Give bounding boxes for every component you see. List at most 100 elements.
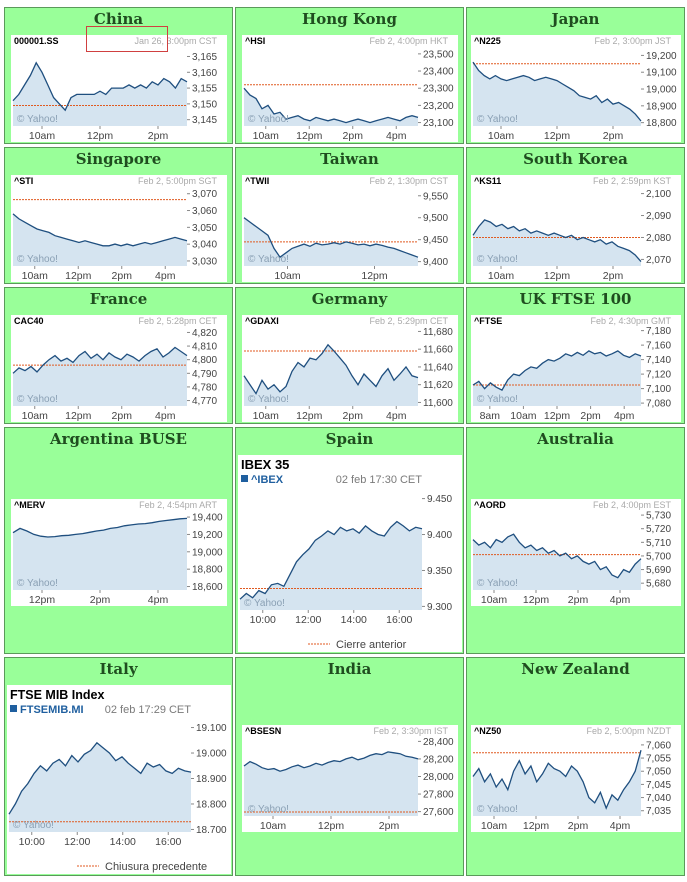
- y-tick-label: 3,040: [192, 240, 217, 251]
- data-point: [507, 228, 508, 229]
- series-area: [473, 350, 641, 406]
- yahoo-watermark: © Yahoo!: [17, 394, 58, 405]
- data-point: [165, 770, 166, 771]
- data-point: [513, 226, 514, 227]
- data-point: [600, 352, 601, 353]
- data-point: [180, 351, 181, 352]
- chart-index-name: FTSE MIB Index: [10, 688, 105, 702]
- spain-chart[interactable]: IBEX 35 ^IBEX 02 feb 17:30 CET Cierre anter…: [238, 455, 462, 652]
- hong-kong-chart[interactable]: ^HSI Feb 2, 4:00pm HKT 23,500 23,400 23,300 2…: [242, 35, 458, 142]
- series-line: [472, 219, 642, 263]
- series-line: [472, 350, 642, 391]
- data-point: [267, 769, 268, 770]
- data-point: [339, 244, 340, 245]
- data-point: [417, 257, 418, 258]
- data-point: [102, 359, 103, 360]
- data-point: [327, 344, 328, 345]
- data-point: [333, 119, 334, 120]
- legend-swatch: [241, 475, 248, 482]
- new-zealand-chart[interactable]: ^NZ50 Feb 2, 5:00pm NZDT 7,060 7,055 7,050 7,…: [471, 725, 681, 832]
- y-tick-label: 5,730: [646, 511, 671, 522]
- australia-chart[interactable]: ^AORD Feb 2, 4:00pm EST 5,730 5,720 5,710 5,7…: [471, 499, 681, 606]
- y-tick-label: 7,055: [646, 754, 671, 765]
- series-area: [13, 347, 187, 406]
- data-point: [623, 355, 624, 356]
- chart-index-name: IBEX 35: [241, 457, 289, 472]
- taiwan-chart[interactable]: ^TWII Feb 2, 1:30pm CST 9,550 9,500 9,450 9,4…: [242, 175, 458, 282]
- data-point: [623, 789, 624, 790]
- y-tick-label: 11,660: [423, 345, 453, 356]
- data-point: [339, 120, 340, 121]
- y-tick-label: 7,160: [646, 341, 671, 352]
- data-point: [267, 389, 268, 390]
- data-point: [396, 521, 397, 522]
- data-point: [351, 120, 352, 121]
- data-point: [490, 222, 491, 223]
- data-point: [387, 117, 388, 118]
- y-tick-label: 28,200: [423, 754, 454, 765]
- data-point: [315, 243, 316, 244]
- data-point: [333, 760, 334, 761]
- data-point: [617, 350, 618, 351]
- south-korea-chart[interactable]: ^KS11 Feb 2, 2:59pm KST 2,100 2,090 2,080 2,0…: [471, 175, 681, 282]
- cell-australia: Australia ^AORD Feb 2, 4:00pm EST 5,730 5,7…: [466, 427, 685, 654]
- y-tick-label: 7,100: [646, 384, 671, 395]
- data-point: [565, 776, 566, 777]
- chart-svg: FTSE MIB Index FTSEMIB.MI 02 feb 17:29 CET…: [7, 685, 231, 874]
- data-point: [152, 81, 153, 82]
- yahoo-watermark: © Yahoo!: [477, 804, 518, 815]
- y-tick-label: 19,000: [192, 547, 223, 558]
- series-line: [8, 741, 192, 815]
- x-tick-label: 12pm: [361, 270, 388, 282]
- data-point: [345, 122, 346, 123]
- data-point: [617, 800, 618, 801]
- argentina-buse-chart[interactable]: ^MERV Feb 2, 4:54pm ART 19,400 19,200 19,000…: [11, 499, 227, 606]
- data-point: [584, 97, 585, 98]
- data-point: [30, 225, 31, 226]
- data-point: [249, 761, 250, 762]
- data-point: [501, 542, 502, 543]
- data-point: [54, 235, 55, 236]
- data-point: [297, 765, 298, 766]
- china-chart[interactable]: 000001.SS Jan 26, 3:00pm CST 3,165 3,160 3,1…: [11, 35, 227, 142]
- chart-symbol: ^BSESN: [245, 726, 281, 736]
- data-point: [519, 230, 520, 231]
- data-point: [114, 244, 115, 245]
- india-chart[interactable]: ^BSESN Feb 2, 3:30pm IST 28,400 28,200 28,00…: [242, 725, 458, 832]
- data-point: [369, 245, 370, 246]
- data-point: [121, 756, 122, 757]
- data-point: [30, 366, 31, 367]
- data-point: [120, 245, 121, 246]
- cell-title: Spain: [325, 430, 374, 448]
- data-point: [399, 753, 400, 754]
- data-point: [261, 230, 262, 231]
- x-tick-label: 2pm: [568, 820, 589, 832]
- chart-symbol: ^AORD: [474, 500, 506, 510]
- data-point: [528, 77, 529, 78]
- x-tick-label: 10am: [481, 594, 508, 606]
- singapore-chart[interactable]: ^STI Feb 2, 5:00pm SGT 3,070 3,060 3,050 3,04…: [11, 175, 227, 282]
- uk-ftse-100-chart[interactable]: ^FTSE Feb 2, 4:30pm GMT 7,180 7,160 7,140 7,1…: [471, 315, 681, 422]
- germany-chart[interactable]: ^GDAXI Feb 2, 5:29pm CET 11,680 11,660 11,64…: [242, 315, 458, 422]
- chart-datetime: Feb 2, 5:00pm NZDT: [586, 726, 671, 736]
- data-point: [115, 760, 116, 761]
- y-tick-label: 9.450: [427, 494, 452, 505]
- data-point: [375, 120, 376, 121]
- japan-chart[interactable]: ^N225 Feb 2, 3:00pm JST 19,200 19,100 19,000…: [471, 35, 681, 142]
- x-tick-label: 10am: [22, 270, 49, 282]
- data-point: [611, 794, 612, 795]
- data-point: [417, 377, 418, 378]
- data-point: [186, 81, 187, 82]
- data-point: [309, 120, 310, 121]
- data-point: [277, 583, 278, 584]
- italy-chart[interactable]: FTSE MIB Index FTSEMIB.MI 02 feb 17:29 CET…: [7, 685, 231, 874]
- y-tick-label: 23,200: [423, 101, 454, 112]
- data-point: [623, 569, 624, 570]
- data-point: [411, 757, 412, 758]
- data-point: [261, 380, 262, 381]
- data-point: [399, 373, 400, 374]
- series-area: [473, 750, 641, 816]
- france-chart[interactable]: CAC40 Feb 2, 5:28pm CET 4,820 4,810 4,800 4,7…: [11, 315, 227, 422]
